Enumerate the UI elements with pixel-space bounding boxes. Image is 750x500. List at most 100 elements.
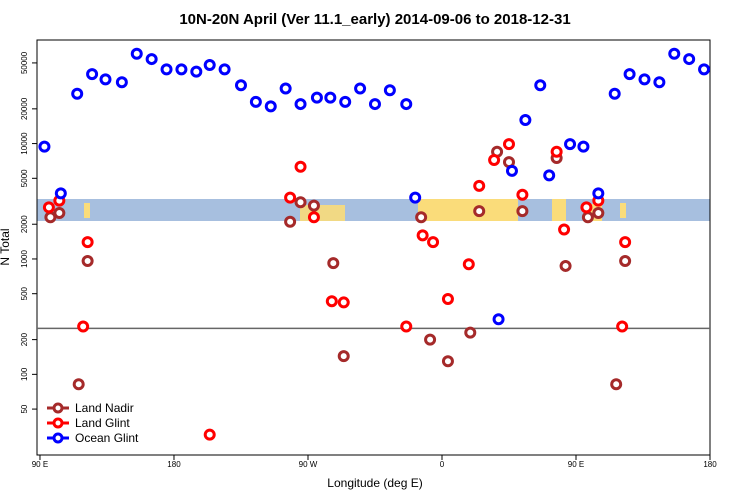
point	[580, 201, 593, 214]
point	[249, 95, 262, 108]
point	[99, 73, 112, 86]
point	[683, 53, 696, 66]
y-tick-label: 2000	[20, 215, 29, 233]
point	[473, 179, 486, 192]
point	[519, 114, 532, 127]
point	[339, 95, 352, 108]
chart-title: 10N-20N April (Ver 11.1_early) 2014-09-0…	[179, 11, 570, 28]
point	[623, 68, 636, 81]
point	[264, 100, 277, 113]
point	[86, 68, 99, 81]
point	[638, 73, 651, 86]
y-tick-label: 20000	[20, 97, 29, 120]
point	[38, 140, 51, 153]
point	[559, 259, 572, 272]
point	[502, 138, 515, 151]
legend-marker	[52, 402, 64, 414]
point	[577, 140, 590, 153]
point	[81, 255, 94, 268]
point	[72, 378, 85, 391]
legend-marker	[52, 432, 64, 444]
point	[145, 53, 158, 66]
point	[42, 201, 55, 214]
point	[279, 82, 292, 95]
point	[409, 191, 422, 204]
point	[383, 84, 396, 97]
point	[653, 76, 666, 89]
point	[441, 355, 454, 368]
point	[424, 333, 437, 346]
point	[592, 187, 605, 200]
point	[325, 295, 338, 308]
point	[368, 98, 381, 111]
x-tick-label: 0	[440, 460, 445, 469]
y-tick-label: 500	[20, 286, 29, 300]
point	[619, 236, 632, 249]
legend-marker	[52, 417, 64, 429]
point	[175, 63, 188, 76]
point	[608, 87, 621, 100]
point	[668, 47, 681, 60]
point	[505, 164, 518, 177]
x-axis-label: Longitude (deg E)	[327, 476, 422, 490]
point	[354, 82, 367, 95]
x-tick-label: 180	[703, 460, 717, 469]
point	[415, 211, 428, 224]
point	[416, 229, 429, 242]
point	[516, 205, 529, 218]
point	[115, 76, 128, 89]
point	[610, 378, 623, 391]
point	[619, 255, 632, 268]
point	[488, 154, 501, 167]
point	[218, 63, 231, 76]
point	[441, 292, 454, 305]
point	[464, 326, 477, 339]
point	[307, 199, 320, 212]
x-tick-label: 90 E	[568, 460, 584, 469]
legend-label: Ocean Glint	[75, 431, 139, 445]
point	[307, 211, 320, 224]
point	[462, 258, 475, 271]
point	[592, 207, 605, 220]
point	[284, 215, 297, 228]
point	[71, 87, 84, 100]
y-tick-label: 5000	[20, 169, 29, 187]
x-tick-label: 90 E	[32, 460, 48, 469]
point	[492, 313, 505, 326]
point	[294, 98, 307, 111]
y-tick-label: 1000	[20, 250, 29, 268]
point	[160, 63, 173, 76]
map-strip	[37, 199, 710, 221]
point	[294, 160, 307, 173]
x-tick-label: 90 W	[299, 460, 318, 469]
point	[81, 236, 94, 249]
point	[203, 58, 216, 71]
point	[543, 169, 556, 182]
point	[581, 211, 594, 224]
point	[534, 79, 547, 92]
point	[516, 188, 529, 201]
point	[327, 257, 340, 270]
plot-frame	[36, 39, 711, 456]
point	[53, 207, 66, 220]
point	[234, 79, 247, 92]
point	[337, 350, 350, 363]
y-tick-label: 100	[20, 367, 29, 381]
point	[310, 91, 323, 104]
point	[284, 191, 297, 204]
point	[130, 47, 143, 60]
point	[400, 320, 413, 333]
y-tick-label: 50	[20, 404, 29, 413]
legend-label: Land Glint	[75, 416, 130, 430]
point	[427, 236, 440, 249]
point	[190, 65, 203, 78]
point	[77, 320, 90, 333]
point	[558, 223, 571, 236]
point	[698, 63, 711, 76]
point	[564, 138, 577, 151]
point	[203, 428, 216, 441]
point	[337, 296, 350, 309]
point	[473, 205, 486, 218]
y-tick-label: 200	[20, 332, 29, 346]
